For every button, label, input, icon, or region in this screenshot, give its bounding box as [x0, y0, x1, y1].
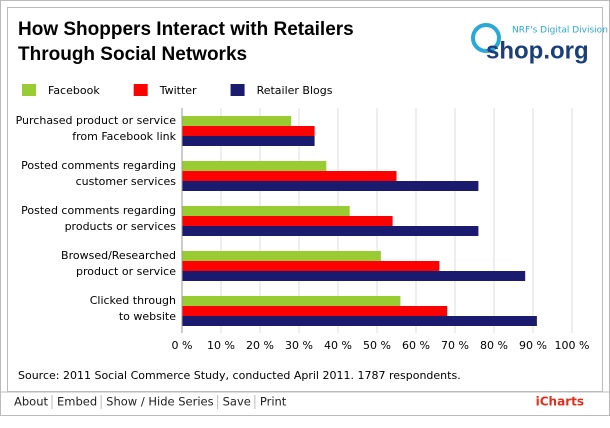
bar: [182, 216, 393, 226]
legend-label: Twitter: [159, 84, 197, 97]
bar: [182, 261, 440, 271]
source: Source: 2011 Social Commerce Study, cond…: [18, 369, 461, 382]
y-tick-label: to website: [119, 310, 176, 323]
y-tick-label: Browsed/Researched: [61, 249, 176, 262]
logo-icon: [471, 23, 501, 53]
bar: [182, 171, 397, 181]
footer-link[interactable]: Save: [223, 395, 251, 409]
bar: [182, 271, 526, 281]
bar: [182, 181, 479, 191]
y-tick-label: Posted comments regarding: [21, 159, 176, 172]
y-tick-label: Posted comments regarding: [21, 204, 176, 217]
bar: [182, 296, 401, 306]
legend-swatch: [133, 84, 148, 96]
bar: [182, 306, 448, 316]
x-tick-label: 100 %: [555, 339, 590, 352]
legend-label: Facebook: [48, 84, 100, 97]
chart-title: Through Social Networks: [18, 44, 247, 65]
footer-link[interactable]: Show / Hide Series: [106, 395, 213, 409]
y-tick-label: Purchased product or service: [16, 114, 177, 127]
y-tick-label: Clicked through: [90, 294, 176, 307]
footer-link[interactable]: About: [14, 395, 48, 409]
x-tick-label: 80 %: [480, 339, 508, 352]
logo: NRF's Digital Division shop.org: [471, 23, 608, 64]
legend-label: Retailer Blogs: [257, 84, 333, 97]
y-tick-label: product or service: [76, 265, 176, 278]
logo-name: shop.org: [486, 37, 589, 64]
footer-link[interactable]: Print: [260, 395, 287, 409]
x-tick-label: 60 %: [402, 339, 430, 352]
x-tick-label: 90 %: [519, 339, 547, 352]
y-tick-label: customer services: [76, 175, 177, 188]
bar: [182, 316, 537, 326]
bar: [182, 126, 315, 136]
x-tick-label: 50 %: [363, 339, 391, 352]
x-tick-label: 20 %: [246, 339, 274, 352]
chart-frame: [7, 7, 603, 392]
bar: [182, 226, 479, 236]
brand[interactable]: iCharts: [536, 395, 584, 409]
x-tick-label: 30 %: [285, 339, 313, 352]
x-tick-label: 10 %: [207, 339, 235, 352]
footer-link[interactable]: Embed: [57, 395, 97, 409]
x-tick-label: 0 %: [172, 339, 193, 352]
bar: [182, 206, 350, 216]
x-tick-label: 40 %: [324, 339, 352, 352]
y-tick-label: from Facebook link: [72, 130, 176, 143]
x-tick-label: 70 %: [441, 339, 469, 352]
bar: [182, 251, 381, 261]
chart-title: How Shoppers Interact with Retailers: [18, 19, 354, 40]
logo-tagline: NRF's Digital Division: [512, 26, 608, 36]
legend-swatch: [22, 84, 36, 96]
bar: [182, 161, 327, 171]
y-tick-label: products or services: [65, 220, 177, 233]
bar: [182, 116, 292, 126]
legend-swatch: [230, 84, 245, 96]
bar: [182, 136, 315, 146]
